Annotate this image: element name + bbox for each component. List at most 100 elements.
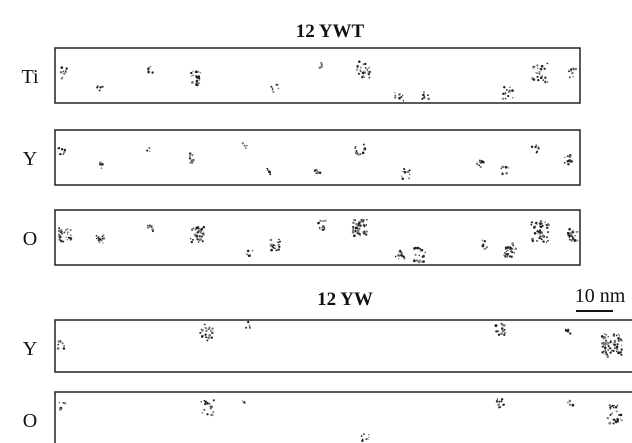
atom-dot bbox=[478, 160, 482, 163]
atom-dot bbox=[418, 254, 421, 257]
atom-dot bbox=[359, 224, 362, 227]
atom-dot bbox=[212, 399, 215, 402]
atom-dot bbox=[193, 233, 196, 236]
atom-dot bbox=[354, 151, 358, 155]
atom-dot bbox=[188, 157, 192, 160]
atom-dot bbox=[271, 88, 274, 91]
atom-dot bbox=[618, 335, 621, 337]
atom-dot bbox=[611, 412, 614, 415]
atom-dot bbox=[619, 352, 621, 354]
atom-dot bbox=[511, 242, 514, 245]
atom-dot bbox=[204, 326, 207, 330]
atom-dot bbox=[319, 219, 322, 222]
atom-dot bbox=[61, 342, 64, 345]
atom-dot bbox=[356, 68, 358, 71]
atom-dot bbox=[481, 160, 485, 164]
atom-dot bbox=[612, 333, 615, 336]
atom-dot bbox=[509, 250, 512, 253]
atom-dot bbox=[508, 89, 511, 92]
atom-dot bbox=[102, 234, 105, 237]
atom-dot bbox=[148, 146, 151, 149]
atom-dot bbox=[606, 416, 609, 420]
atom-dot bbox=[212, 411, 215, 414]
atom-dot bbox=[511, 96, 514, 99]
atom-dot bbox=[539, 235, 542, 238]
atom-dot bbox=[513, 252, 515, 254]
atom-dot bbox=[609, 413, 612, 416]
atom-dot bbox=[485, 247, 487, 250]
atom-dot bbox=[241, 400, 244, 402]
atom-dot bbox=[151, 228, 154, 230]
atom-dot bbox=[192, 74, 194, 76]
atom-dot bbox=[419, 250, 421, 252]
atom-dot bbox=[564, 329, 568, 332]
atom-dot bbox=[204, 324, 207, 326]
atom-dot bbox=[619, 351, 623, 354]
atom-dot bbox=[401, 252, 403, 255]
atom-dot bbox=[572, 229, 574, 231]
atom-dot bbox=[424, 251, 427, 254]
atom-dot bbox=[202, 233, 205, 236]
atom-dot bbox=[604, 349, 607, 351]
atom-dot bbox=[539, 219, 543, 223]
atom-dot bbox=[64, 70, 67, 72]
atom-dot bbox=[568, 227, 571, 231]
atom-dot bbox=[60, 66, 64, 69]
atom-dot bbox=[612, 349, 615, 353]
atom-dot bbox=[541, 224, 544, 227]
atom-dot bbox=[246, 145, 248, 147]
atom-dot bbox=[66, 233, 69, 235]
atom-dot bbox=[482, 243, 485, 246]
atom-dot bbox=[571, 230, 573, 233]
atom-dot bbox=[564, 156, 566, 158]
atom-dot bbox=[475, 162, 479, 166]
atom-dot bbox=[200, 239, 203, 241]
atom-dot bbox=[63, 232, 65, 234]
atom-dot bbox=[198, 238, 201, 242]
atom-dot bbox=[569, 161, 572, 163]
atom-dot bbox=[209, 329, 212, 332]
atom-dot bbox=[359, 69, 362, 72]
atom-dot bbox=[61, 76, 64, 79]
atom-dot bbox=[61, 232, 63, 235]
atom-dot bbox=[539, 234, 541, 236]
atom-dot bbox=[574, 235, 576, 237]
atom-dot bbox=[506, 255, 509, 258]
atom-dot bbox=[501, 173, 504, 176]
atom-dot bbox=[541, 223, 543, 225]
atom-dot bbox=[190, 160, 194, 164]
atom-dot bbox=[367, 70, 370, 73]
atom-dot bbox=[403, 170, 407, 174]
atom-dot bbox=[207, 336, 210, 340]
atom-dot bbox=[533, 226, 536, 229]
atom-dot bbox=[248, 324, 251, 327]
atom-dot bbox=[197, 71, 200, 73]
atom-dot bbox=[243, 401, 246, 403]
atom-dot bbox=[568, 238, 571, 241]
atom-dot bbox=[505, 171, 508, 175]
atom-dot bbox=[208, 334, 212, 337]
atom-dot bbox=[619, 413, 623, 417]
atom-dot bbox=[317, 221, 320, 225]
atom-dot bbox=[546, 236, 548, 239]
atom-dot bbox=[535, 221, 538, 224]
atom-dot bbox=[191, 75, 193, 77]
atom-dot bbox=[149, 65, 152, 68]
atom-dot bbox=[272, 90, 275, 93]
atom-dot bbox=[200, 230, 202, 232]
atom-dot bbox=[58, 229, 61, 233]
atom-dot bbox=[318, 171, 322, 175]
atom-dot bbox=[567, 401, 569, 404]
atom-dot bbox=[537, 233, 539, 235]
atom-dot bbox=[241, 142, 244, 145]
atom-dot bbox=[320, 61, 322, 64]
atom-dot bbox=[398, 96, 401, 100]
atom-dot bbox=[566, 328, 570, 332]
atom-dot bbox=[501, 166, 503, 168]
atom-dot bbox=[269, 238, 273, 242]
atom-dot bbox=[353, 218, 355, 221]
atom-dot bbox=[538, 237, 541, 240]
atom-dot bbox=[278, 245, 281, 248]
atom-dot bbox=[362, 231, 364, 233]
